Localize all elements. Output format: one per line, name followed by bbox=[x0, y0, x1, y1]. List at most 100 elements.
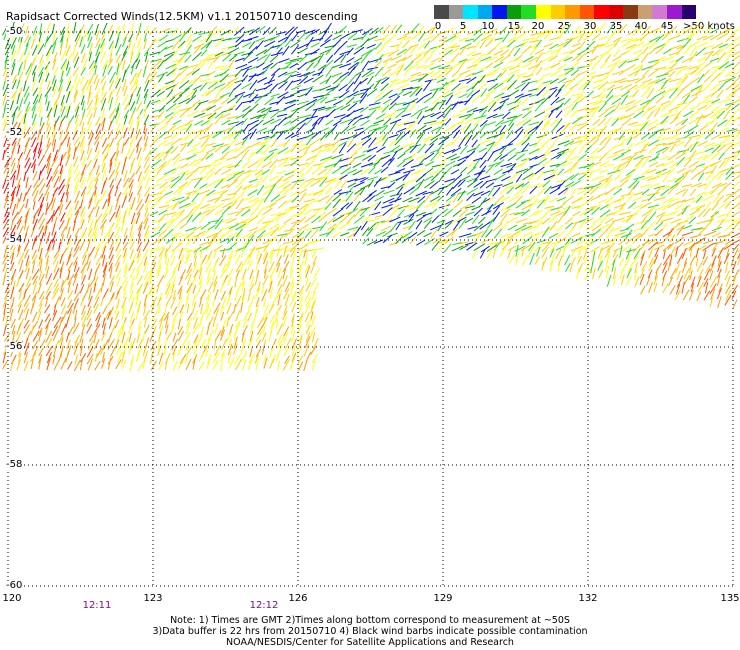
wind-barb bbox=[186, 178, 193, 188]
wind-barb bbox=[640, 155, 652, 160]
wind-barb bbox=[452, 209, 462, 217]
wind-barb bbox=[212, 261, 217, 273]
wind-barb bbox=[438, 99, 446, 110]
wind-barb bbox=[711, 65, 725, 69]
wind-barb bbox=[492, 146, 505, 153]
wind-barb bbox=[599, 137, 608, 146]
wind-barb bbox=[30, 325, 34, 336]
wind-barb bbox=[17, 42, 22, 55]
wind-barb bbox=[709, 33, 721, 41]
wind-barb bbox=[87, 36, 93, 49]
wind-barb bbox=[702, 256, 709, 266]
wind-barb bbox=[73, 170, 81, 182]
wind-barb bbox=[59, 43, 63, 56]
wind-barb bbox=[170, 176, 180, 183]
wind-barb bbox=[248, 283, 255, 293]
wind-barb bbox=[312, 338, 319, 350]
wind-barb bbox=[30, 302, 35, 315]
wind-barb bbox=[604, 116, 613, 126]
wind-barb bbox=[44, 297, 49, 307]
wind-barb bbox=[256, 250, 260, 260]
wind-barb bbox=[107, 358, 112, 370]
wind-barb bbox=[303, 360, 308, 372]
wind-barb bbox=[535, 118, 546, 127]
wind-barb bbox=[520, 40, 529, 48]
wind-barb bbox=[339, 214, 350, 224]
wind-barb bbox=[228, 59, 235, 69]
wind-barb bbox=[156, 263, 162, 274]
wind-barb bbox=[724, 222, 734, 232]
wind-barb bbox=[144, 225, 150, 237]
wind-barb bbox=[222, 201, 233, 209]
wind-barb bbox=[690, 172, 700, 181]
wind-barb bbox=[142, 261, 148, 273]
wind-barb bbox=[303, 198, 315, 203]
wind-barb bbox=[156, 90, 166, 97]
wind-barb bbox=[471, 139, 478, 148]
wind-barb bbox=[479, 39, 486, 49]
wind-barb bbox=[205, 131, 217, 139]
wind-barb bbox=[88, 206, 95, 218]
wind-barb bbox=[416, 239, 426, 246]
wind-barb bbox=[654, 66, 666, 71]
wind-barb bbox=[11, 79, 17, 90]
wind-barb bbox=[633, 154, 644, 160]
wind-barb bbox=[45, 338, 53, 349]
wind-barb bbox=[304, 253, 308, 266]
wind-barb bbox=[228, 26, 240, 34]
wind-barb bbox=[529, 232, 540, 237]
wind-barb bbox=[571, 245, 583, 252]
wind-barb bbox=[94, 352, 98, 363]
wind-barb bbox=[10, 50, 17, 62]
wind-barb bbox=[437, 141, 445, 153]
wind-barb bbox=[109, 151, 117, 162]
wind-barb bbox=[530, 32, 540, 36]
wind-barb bbox=[73, 359, 81, 372]
wind-barb bbox=[114, 130, 121, 140]
wind-barb bbox=[472, 33, 483, 43]
wind-barb bbox=[100, 297, 104, 307]
wind-barb bbox=[38, 154, 45, 166]
wind-barb bbox=[548, 197, 560, 203]
wind-barb bbox=[527, 129, 537, 139]
wind-barb bbox=[598, 35, 608, 41]
wind-barb bbox=[10, 157, 16, 167]
wind-barb bbox=[256, 281, 261, 292]
wind-barb bbox=[184, 191, 192, 201]
wind-barb bbox=[269, 151, 280, 161]
wind-barb bbox=[86, 283, 90, 293]
wind-barb bbox=[143, 88, 149, 99]
wind-barb bbox=[704, 181, 712, 190]
wind-barb bbox=[564, 217, 573, 225]
wind-barb bbox=[177, 319, 181, 330]
wind-barb bbox=[634, 276, 640, 288]
wind-barb bbox=[156, 245, 166, 252]
wind-barb bbox=[234, 277, 238, 288]
wind-barb bbox=[241, 41, 252, 48]
wind-barb bbox=[451, 69, 460, 78]
wind-barb bbox=[11, 58, 16, 68]
wind-barb bbox=[268, 329, 273, 341]
wind-barb bbox=[353, 181, 365, 188]
wind-barb bbox=[207, 268, 212, 280]
wind-barb bbox=[179, 222, 188, 230]
wind-barb bbox=[571, 136, 582, 141]
wind-barb bbox=[437, 221, 445, 232]
wind-barb bbox=[438, 239, 447, 250]
wind-barb bbox=[88, 85, 92, 98]
wind-barb bbox=[200, 89, 211, 97]
wind-barb bbox=[60, 357, 67, 370]
wind-barb bbox=[58, 119, 63, 131]
wind-barb bbox=[220, 112, 231, 119]
wind-barb bbox=[598, 198, 608, 204]
wind-barb bbox=[115, 290, 120, 300]
wind-barb bbox=[171, 153, 181, 161]
wind-barb bbox=[249, 141, 261, 148]
wind-barb bbox=[24, 308, 30, 321]
wind-barb bbox=[165, 203, 177, 210]
wind-barb bbox=[256, 113, 266, 120]
wind-barb bbox=[647, 125, 657, 131]
wind-barb bbox=[45, 22, 52, 34]
wind-barb bbox=[324, 163, 337, 168]
wind-barb bbox=[276, 284, 283, 294]
